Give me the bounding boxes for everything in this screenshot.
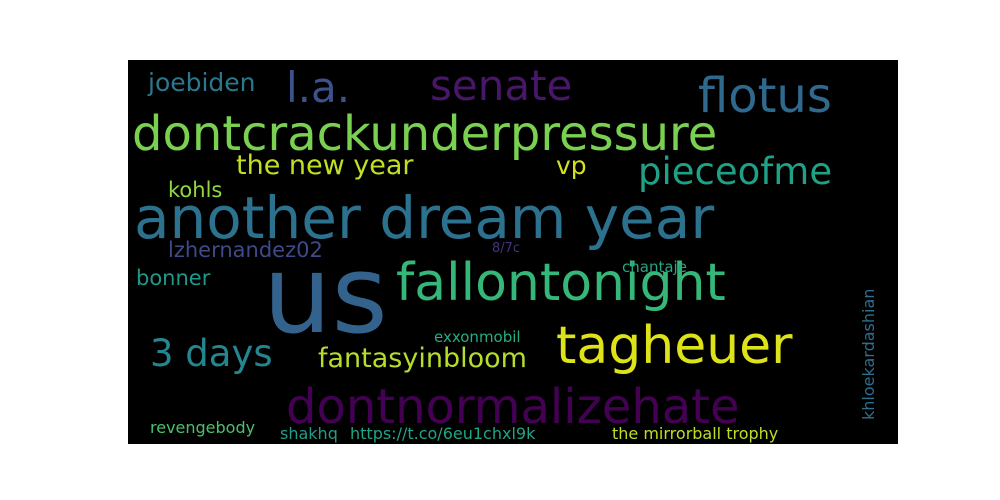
- word-fantasyinbloom: fantasyinbloom: [318, 343, 527, 374]
- word-8-7c: 8/7c: [492, 241, 520, 256]
- word-vp: vp: [556, 151, 587, 180]
- word-tagheuer: tagheuer: [556, 316, 793, 376]
- word-exxonmobil: exxonmobil: [434, 328, 521, 346]
- word-senate: senate: [430, 61, 572, 110]
- word-shakhq: shakhq: [280, 424, 338, 443]
- word-dontcrackunderpressure: dontcrackunderpressure: [132, 106, 717, 162]
- word-us: us: [263, 233, 388, 358]
- word-lzhernandez02: lzhernandez02: [168, 238, 323, 262]
- word-the-new-year: the new year: [236, 150, 414, 181]
- word-the-mirrorball-trophy: the mirrorball trophy: [612, 424, 778, 443]
- word-fallontonight: fallontonight: [396, 253, 726, 313]
- word-flotus: flotus: [698, 68, 832, 124]
- word-cloud-canvas: us another dream year dontcrackunderpres…: [132, 61, 878, 443]
- word-kohls: kohls: [168, 178, 222, 202]
- word-revengebody: revengebody: [150, 418, 255, 437]
- word-khloekardashian: khloekardashian: [859, 289, 878, 420]
- word-dontnormalizehate: dontnormalizehate: [286, 379, 740, 435]
- word-chantaje: chantaje: [622, 258, 687, 276]
- word-another-dream-year: another dream year: [134, 184, 714, 252]
- word-cloud: us another dream year dontcrackunderpres…: [128, 60, 898, 444]
- word-joebiden: joebiden: [147, 68, 256, 97]
- word-l-a: l.a.: [286, 63, 350, 112]
- word-3-days: 3 days: [150, 332, 273, 375]
- word-pieceofme: pieceofme: [638, 150, 832, 193]
- word-https-link: https://t.co/6eu1chxl9k: [350, 424, 536, 443]
- word-bonner: bonner: [136, 266, 211, 290]
